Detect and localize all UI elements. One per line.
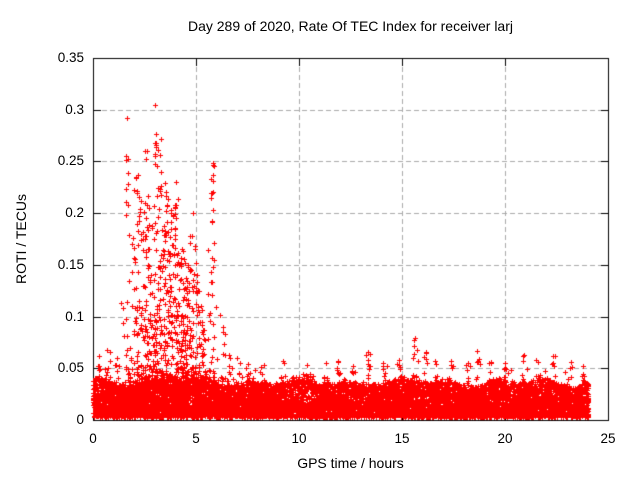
y-tick-label: 0.2: [65, 205, 84, 221]
x-tick-label: 15: [394, 431, 410, 446]
y-tick-label: 0.1: [65, 308, 84, 324]
chart-title: Day 289 of 2020, Rate Of TEC Index for r…: [187, 18, 513, 34]
y-tick-label: 0.05: [57, 360, 84, 376]
y-tick-label: 0.3: [65, 101, 84, 117]
x-tick-label: 25: [600, 431, 616, 446]
x-tick-label: 0: [89, 431, 97, 446]
x-tick-label: 10: [291, 431, 307, 446]
x-tick-label: 20: [497, 431, 513, 446]
x-axis-label: GPS time / hours: [297, 455, 404, 471]
x-tick-label: 5: [192, 431, 200, 446]
y-tick-label: 0.25: [57, 153, 84, 169]
y-tick-label: 0: [76, 412, 84, 427]
y-tick-label: 0.35: [57, 50, 84, 65]
y-tick-label: 0.15: [57, 256, 84, 272]
